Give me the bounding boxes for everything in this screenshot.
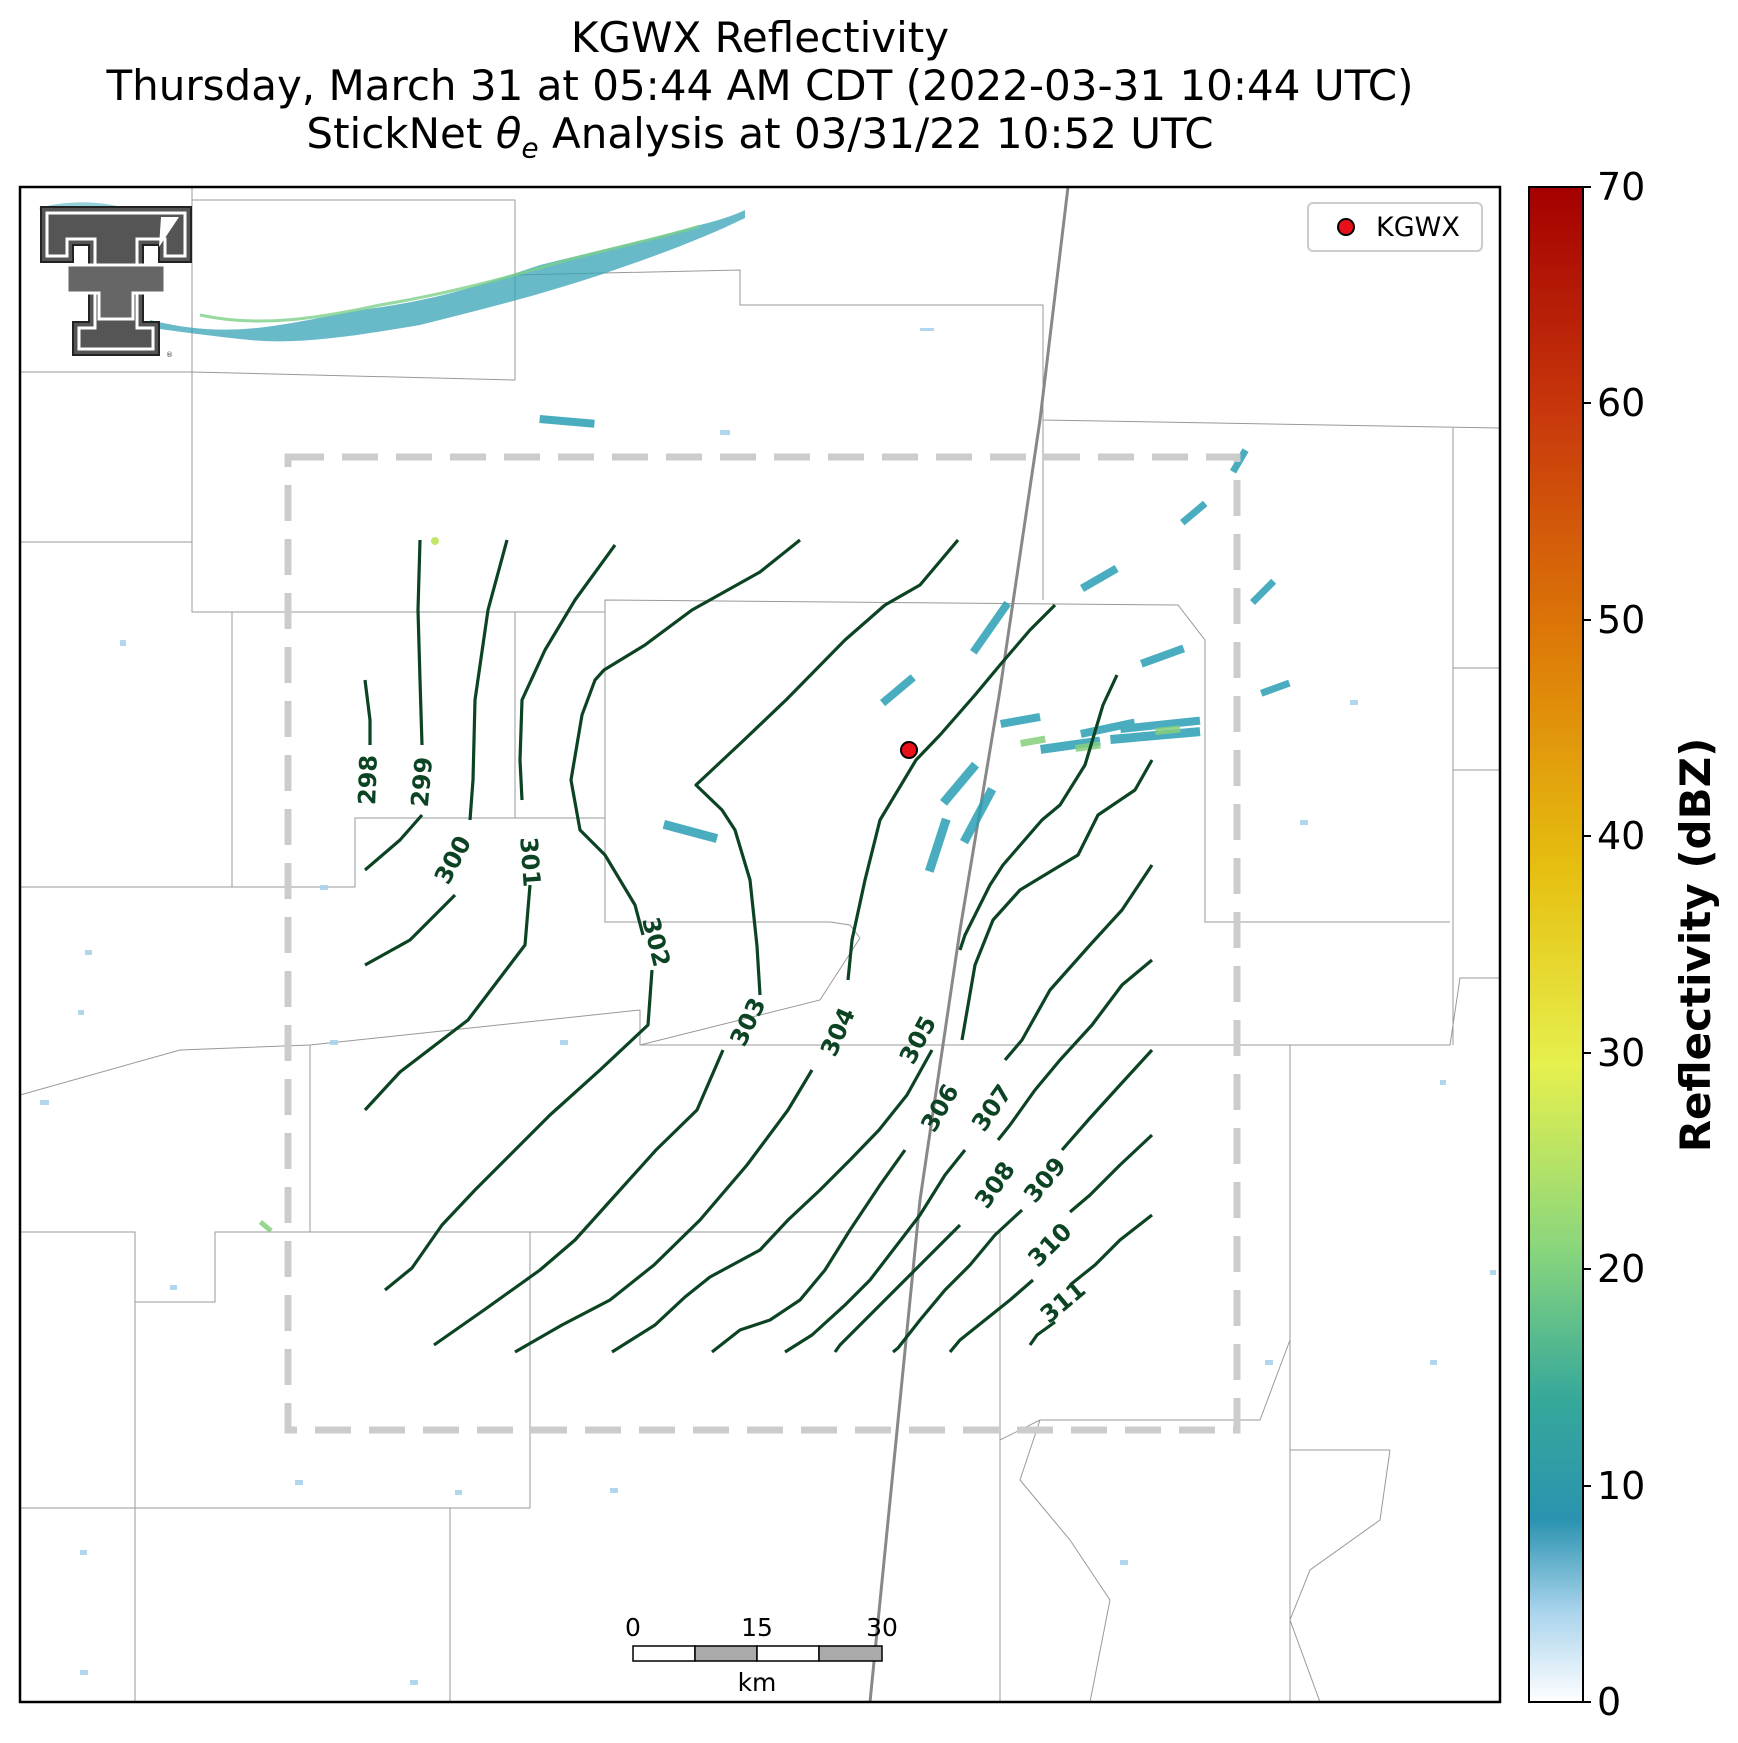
contour-304-line bbox=[514, 603, 1057, 1354]
contour-301-line bbox=[363, 544, 617, 1112]
reflectivity-colorbar: 0 10 20 30 40 50 60 70 Reflectivity (dBZ… bbox=[1528, 165, 1720, 1724]
contour-309-line bbox=[892, 1048, 1154, 1354]
contour-307-line bbox=[784, 864, 1154, 1354]
contour-311-line bbox=[1028, 1213, 1153, 1346]
colorbar-tick-10: 10 bbox=[1597, 1464, 1645, 1508]
radar-reflectivity-echoes bbox=[39, 202, 1496, 1685]
legend-marker-icon bbox=[1337, 218, 1355, 236]
contour-label-299: 299 bbox=[406, 756, 438, 808]
colorbar-label: Reflectivity (dBZ) bbox=[1671, 738, 1720, 1153]
contour-310-line bbox=[948, 1133, 1154, 1354]
theta-subscript: e bbox=[521, 131, 539, 165]
colorbar-tick-70: 70 bbox=[1597, 165, 1645, 209]
colorbar-tick-30: 30 bbox=[1597, 1031, 1645, 1075]
contour-label-301: 301 bbox=[514, 836, 545, 888]
legend-label-kgwx: KGWX bbox=[1376, 212, 1460, 243]
contour-306-line bbox=[711, 759, 1154, 1354]
title-line-3-suffix: Analysis at 03/31/22 10:52 UTC bbox=[538, 109, 1214, 158]
scale-unit-label: km bbox=[738, 1668, 777, 1697]
kgwx-radar-site-marker bbox=[900, 741, 918, 759]
analysis-domain-box bbox=[284, 453, 1241, 1434]
contour-298-line bbox=[363, 679, 372, 745]
state-boundary bbox=[868, 187, 1070, 1702]
svg-text:®: ® bbox=[166, 351, 173, 359]
contour-label-305: 305 bbox=[894, 1011, 942, 1068]
contour-label-298: 298 bbox=[353, 754, 383, 805]
colorbar-tick-60: 60 bbox=[1597, 381, 1645, 425]
contour-308-line bbox=[833, 958, 1154, 1353]
scale-bar: 0 15 30 km bbox=[625, 1613, 898, 1697]
map-frame bbox=[18, 185, 1502, 1704]
theta-symbol: θ bbox=[495, 109, 522, 158]
title-line-3: StickNet θe Analysis at 03/31/22 10:52 U… bbox=[0, 110, 1520, 172]
title-line-3-prefix: StickNet bbox=[306, 109, 496, 158]
colorbar-tick-50: 50 bbox=[1597, 598, 1645, 642]
contour-label-310: 310 bbox=[1022, 1217, 1077, 1272]
colorbar-tick-20: 20 bbox=[1597, 1247, 1645, 1291]
contour-label-303: 303 bbox=[724, 993, 771, 1050]
title-line-2: Thursday, March 31 at 05:44 AM CDT (2022… bbox=[106, 61, 1414, 110]
contour-label-302: 302 bbox=[636, 914, 675, 969]
contour-305-line bbox=[611, 674, 1119, 1354]
contour-299-line bbox=[363, 539, 424, 872]
contour-label-304: 304 bbox=[815, 1003, 861, 1060]
contour-label-300: 300 bbox=[429, 831, 477, 888]
contour-300-line bbox=[364, 539, 509, 967]
contour-label-311: 311 bbox=[1035, 1275, 1091, 1329]
contour-label-307: 307 bbox=[966, 1079, 1018, 1136]
scale-tick-0: 0 bbox=[625, 1613, 641, 1642]
title-line-1: KGWX Reflectivity bbox=[570, 13, 950, 62]
contour-label-306: 306 bbox=[915, 1079, 964, 1136]
contour-label-308: 308 bbox=[969, 1156, 1021, 1213]
contour-label-309: 309 bbox=[1018, 1152, 1072, 1208]
contour-303-line bbox=[433, 538, 960, 1347]
scale-tick-30: 30 bbox=[866, 1613, 898, 1642]
theta-e-contours bbox=[363, 538, 1154, 1354]
colorbar-tick-0: 0 bbox=[1597, 1680, 1621, 1724]
scale-tick-15: 15 bbox=[741, 1613, 773, 1642]
county-boundaries bbox=[20, 187, 1500, 1702]
map-legend: KGWX bbox=[1307, 202, 1483, 252]
texas-tech-logo: ® bbox=[40, 206, 192, 359]
colorbar-tick-40: 40 bbox=[1597, 814, 1645, 858]
colorbar-gradient bbox=[1528, 186, 1584, 1703]
contour-302-line bbox=[383, 538, 801, 1292]
